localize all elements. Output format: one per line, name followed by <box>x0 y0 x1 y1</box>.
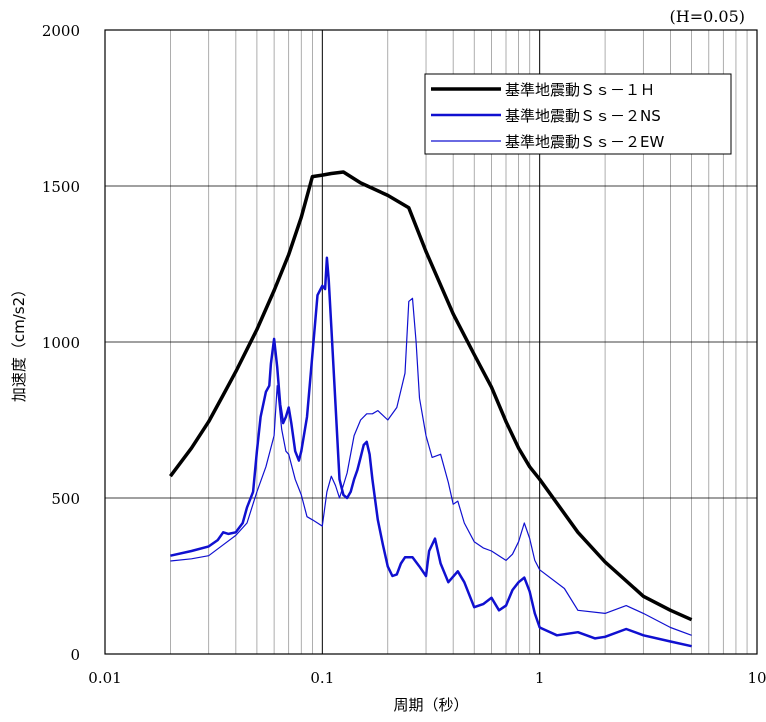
plot-frame <box>104 29 758 655</box>
series-line-ss2ns <box>170 256 692 648</box>
legend-label-ss2ew: 基準地震動Ｓｓ－２EW <box>505 133 664 151</box>
series-line-ss2ew <box>170 297 692 636</box>
x-tick-labels: 0.01 0.1 1 10 <box>88 669 766 687</box>
series-line-ss1h <box>169 170 693 622</box>
x-tick-label: 0.01 <box>88 669 121 687</box>
legend-label-ss1h: 基準地震動Ｓｓ－１Ｈ <box>505 81 655 99</box>
y-tick-label: 2000 <box>42 22 80 40</box>
y-tick-label: 500 <box>51 490 80 508</box>
y-tick-label: 0 <box>70 646 80 664</box>
damping-annotation: (H=0.05) <box>670 7 745 26</box>
x-tick-label: 0.1 <box>310 669 334 687</box>
x-tick-label: 1 <box>535 669 545 687</box>
y-tick-labels: 0 500 1000 1500 2000 <box>42 22 80 664</box>
y-axis-label: 加速度（cm/s2） <box>10 282 28 402</box>
y-tick-label: 1000 <box>42 334 80 352</box>
x-axis-label: 周期（秒） <box>393 696 468 714</box>
x-tick-label: 10 <box>747 669 766 687</box>
series-lines <box>169 170 693 648</box>
y-tick-label: 1500 <box>42 178 80 196</box>
legend: 基準地震動Ｓｓ－１Ｈ 基準地震動Ｓｓ－２NS 基準地震動Ｓｓ－２EW <box>424 73 732 155</box>
legend-label-ss2ns: 基準地震動Ｓｓ－２NS <box>505 107 661 125</box>
